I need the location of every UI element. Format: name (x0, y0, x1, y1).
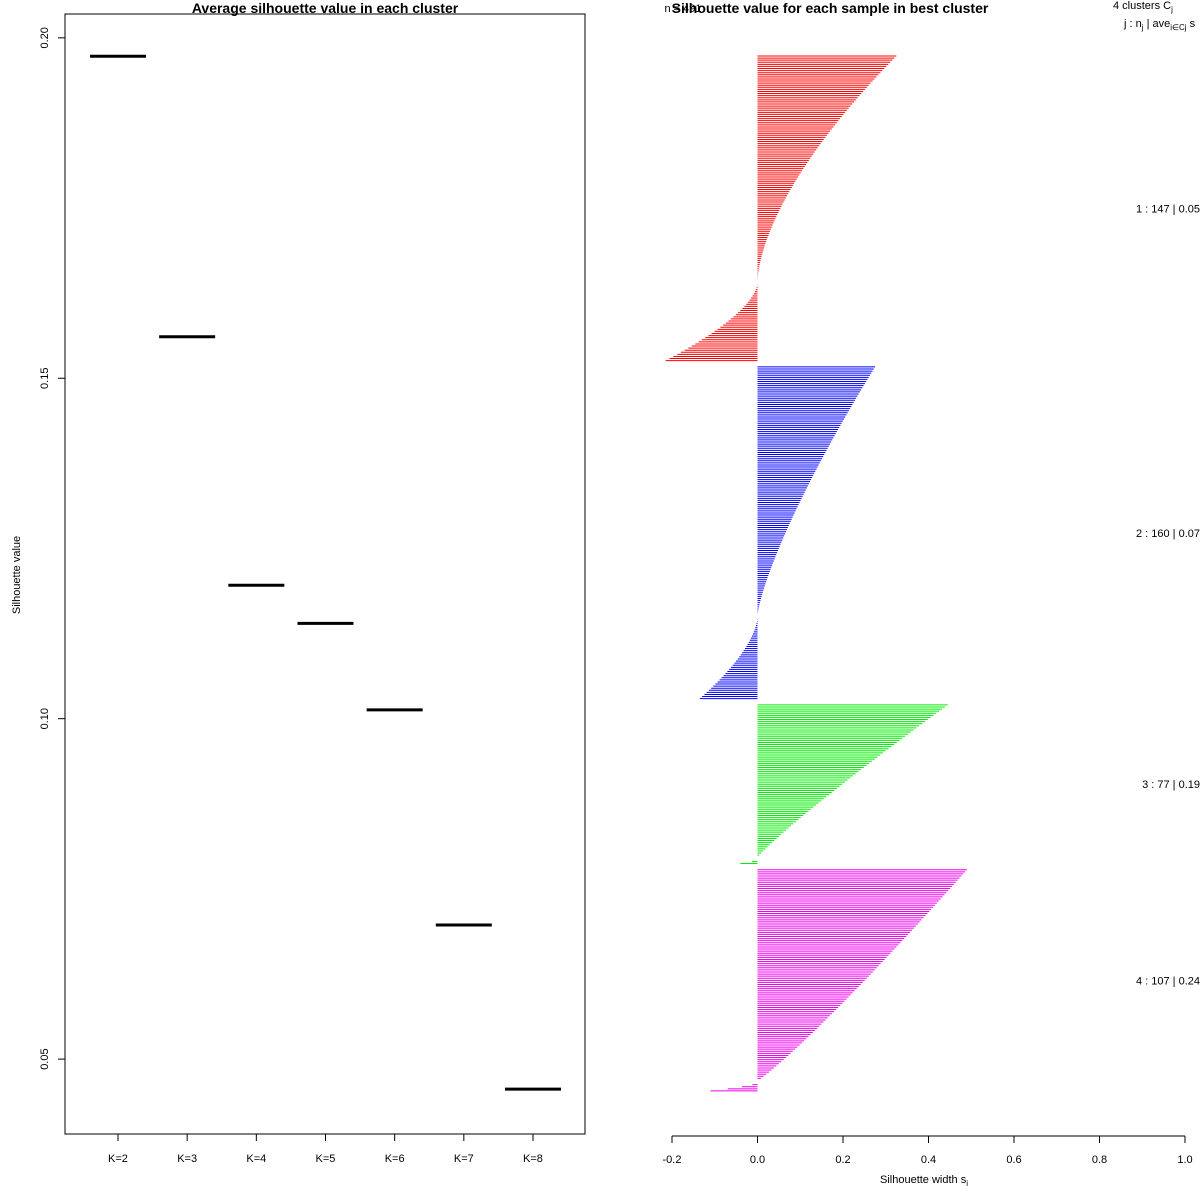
left-y-axis: 0.05 0.10 0.15 0.20 (39, 27, 65, 1070)
left-chart: Average silhouette value in each cluster… (11, 0, 586, 1165)
right-x-tick-label: 0.2 (835, 1154, 850, 1166)
cluster-4-label: 4 : 107 | 0.24 (1136, 975, 1200, 987)
legend-header-line1-sub: j (1170, 5, 1173, 14)
left-x-tick-label: K=3 (177, 1153, 197, 1165)
legend-header-line2: j : nj | avei∈Cj s (1123, 18, 1196, 32)
left-y-tick-label: 0.15 (39, 368, 51, 389)
legend-header-line2-mid: | ave (1144, 18, 1171, 30)
left-x-tick-label: K=2 (108, 1153, 128, 1165)
left-y-tick-label: 0.05 (39, 1048, 51, 1069)
cluster-3-label: 3 : 77 | 0.19 (1142, 779, 1200, 791)
left-y-tick-label: 0.10 (39, 708, 51, 729)
right-x-axis-label-sub: i (966, 1179, 968, 1188)
left-y-tick-label: 0.20 (39, 27, 51, 48)
silhouette-bars (665, 55, 967, 1092)
legend-header-line2-sub2: i∈Cj (1170, 23, 1187, 32)
legend-header-line2-sub1: j (1141, 23, 1144, 32)
right-x-tick-label: 1.0 (1177, 1154, 1192, 1166)
cluster-1-label: 1 : 147 | 0.05 (1136, 203, 1200, 215)
right-chart-n-label: n = 491 (664, 3, 701, 15)
left-chart-title: Average silhouette value in each cluster (192, 0, 459, 16)
legend-header-line2-end: s (1187, 18, 1196, 30)
right-x-axis: -0.2 0.0 0.2 0.4 0.6 0.8 1.0 (663, 1135, 1193, 1166)
right-x-axis-label: Silhouette width si (880, 1174, 968, 1188)
cluster-2-label: 2 : 160 | 0.07 (1136, 528, 1200, 540)
left-y-axis-label: Silhouette value (11, 536, 23, 614)
cluster-labels: 1 : 147 | 0.05 2 : 160 | 0.07 3 : 77 | 0.1… (1136, 203, 1200, 987)
right-x-tick-label: 0.6 (1006, 1154, 1021, 1166)
legend-header-line1: 4 clusters Cj (1113, 0, 1173, 14)
left-x-tick-label: K=6 (385, 1153, 405, 1165)
left-series (90, 54, 561, 1091)
left-x-tick-label: K=5 (316, 1153, 336, 1165)
right-x-tick-label: 0.4 (921, 1154, 936, 1166)
right-x-tick-label: 0.0 (750, 1154, 765, 1166)
legend-header-line2-text: j : n (1123, 18, 1142, 30)
right-chart-title: Silhouette value for each sample in best… (672, 0, 989, 16)
right-x-axis-label-main: Silhouette width s (880, 1174, 967, 1186)
right-x-tick-label: -0.2 (663, 1154, 682, 1166)
right-chart: Silhouette value for each sample in best… (663, 0, 1200, 1188)
left-x-axis: K=2 K=3 K=4 K=5 K=6 K=7 K=8 (108, 1134, 543, 1165)
left-x-tick-label: K=8 (523, 1153, 543, 1165)
left-x-tick-label: K=4 (246, 1153, 266, 1165)
legend-header: 4 clusters Cj j : nj | avei∈Cj s (1113, 0, 1196, 32)
right-x-tick-label: 0.8 (1092, 1154, 1107, 1166)
left-x-tick-label: K=7 (454, 1153, 474, 1165)
legend-header-line1-text: 4 clusters C (1113, 0, 1171, 12)
left-plot-frame (64, 13, 586, 1135)
